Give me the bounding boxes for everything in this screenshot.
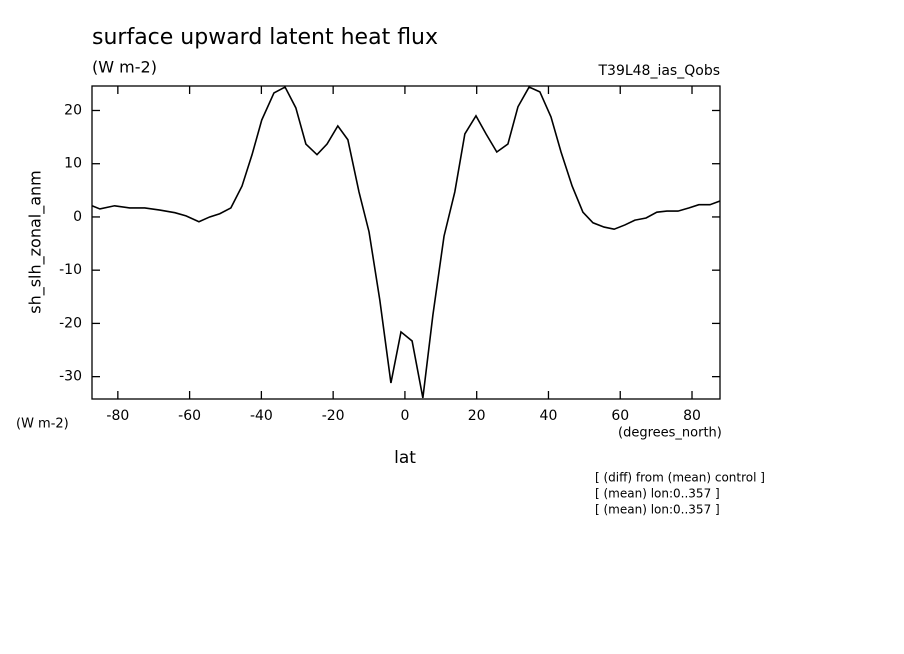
y-tick-label: 20 <box>64 102 82 118</box>
note: [ (mean) lon:0..357 ] <box>595 503 720 517</box>
x-tick-label: 60 <box>611 408 629 424</box>
y-tick-label: 0 <box>73 209 82 225</box>
x-tick-label: 80 <box>683 408 701 424</box>
x-axis-label: lat <box>394 448 416 468</box>
x-tick-label: -20 <box>322 408 345 424</box>
y-units: (W m-2) <box>16 417 69 432</box>
plot-frame <box>91 85 721 400</box>
data-line <box>91 85 721 399</box>
x-units: (degrees_north) <box>618 426 722 441</box>
y-tick-label: -10 <box>59 262 82 278</box>
chart-title: surface upward latent heat flux <box>92 25 438 50</box>
x-tick-label: 40 <box>540 408 558 424</box>
x-tick-label: -80 <box>106 408 129 424</box>
y-tick-label: -30 <box>59 369 82 385</box>
chart-subtitle: (W m-2) <box>92 58 157 77</box>
run-label: T39L48_ias_Qobs <box>597 63 720 79</box>
x-tick-label: 0 <box>400 408 409 424</box>
note: [ (diff) from (mean) control ] <box>595 471 765 485</box>
note: [ (mean) lon:0..357 ] <box>595 487 720 501</box>
y-axis-label: sh_slh_zonal_anm <box>26 170 46 314</box>
x-tick-label: -60 <box>178 408 201 424</box>
y-tick-label: 10 <box>64 156 82 172</box>
x-tick-label: 20 <box>468 408 486 424</box>
y-tick-label: -20 <box>59 315 82 331</box>
x-tick-label: -40 <box>250 408 273 424</box>
